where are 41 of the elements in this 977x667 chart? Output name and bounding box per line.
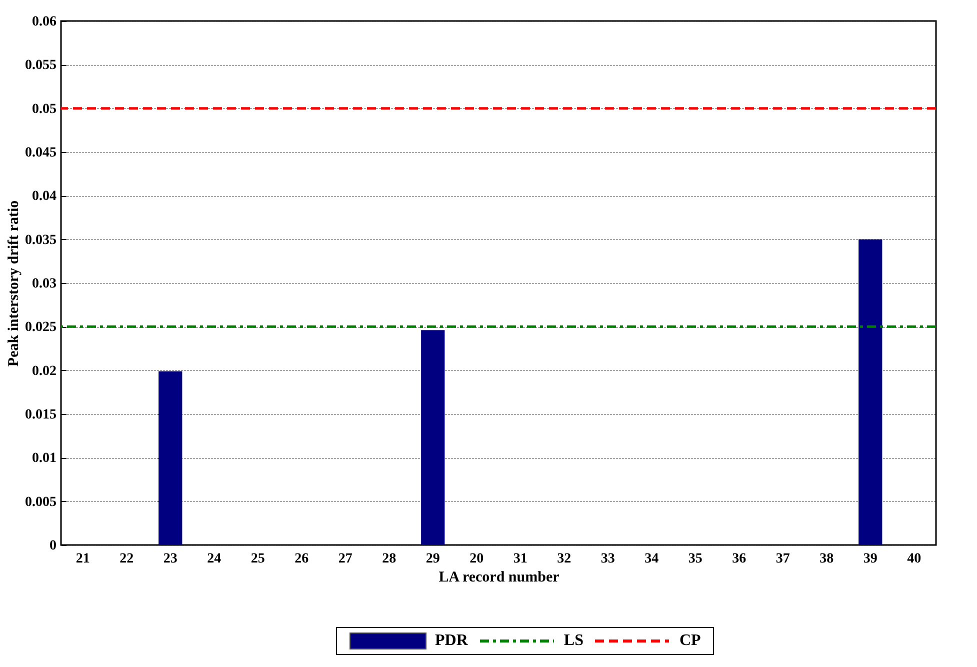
y-tick-label: 0.05 <box>32 102 56 117</box>
x-tick-label: 21 <box>76 552 90 566</box>
x-tick-label: 23 <box>163 552 178 566</box>
x-tick-label: 24 <box>207 552 222 566</box>
x-tick-label: 26 <box>294 552 309 566</box>
x-tick-label: 35 <box>688 552 702 566</box>
y-tick-label: 0.035 <box>25 232 56 248</box>
y-tick-label: 0.045 <box>25 146 56 160</box>
y-tick-label: 0.03 <box>32 276 56 292</box>
legend-label: CP <box>679 632 701 650</box>
x-tick-label: 29 <box>426 552 440 566</box>
x-tick-label: 20 <box>470 552 484 566</box>
x-tick-label: 25 <box>250 552 265 566</box>
y-tick-label: 0.015 <box>25 408 56 422</box>
x-tick-label: 38 <box>820 552 834 566</box>
bar <box>858 239 882 545</box>
x-tick-label: 36 <box>732 552 746 566</box>
bar <box>158 371 182 545</box>
x-tick-label: 31 <box>513 552 528 566</box>
y-axis-title: Peak interstory drift ratio <box>6 200 22 367</box>
x-tick-label: 39 <box>863 552 878 566</box>
y-tick-label: 0.025 <box>25 320 56 336</box>
y-tick-label: 0.055 <box>25 58 56 74</box>
x-tick-label: 33 <box>600 552 615 566</box>
x-tick-label: 27 <box>338 552 352 566</box>
bar <box>421 330 445 545</box>
x-tick-label: 37 <box>776 552 790 566</box>
y-tick-label: 0.01 <box>32 451 56 466</box>
x-tick-label: 28 <box>382 552 396 566</box>
y-tick-label: 0.04 <box>32 189 56 204</box>
y-tick-label: 0.02 <box>32 364 56 379</box>
x-tick-label: 22 <box>120 552 134 566</box>
y-tick-label: 0.005 <box>25 494 56 510</box>
x-tick-label: 40 <box>907 552 922 566</box>
x-axis-title: LA record number <box>438 570 560 586</box>
x-tick-label: 34 <box>644 552 659 566</box>
x-tick-label: 32 <box>557 552 572 566</box>
y-tick-label: 0 <box>50 538 56 554</box>
y-tick-label: 0.06 <box>32 14 56 30</box>
legend-label: PDR <box>435 632 468 650</box>
legend-label: LS <box>564 632 584 650</box>
